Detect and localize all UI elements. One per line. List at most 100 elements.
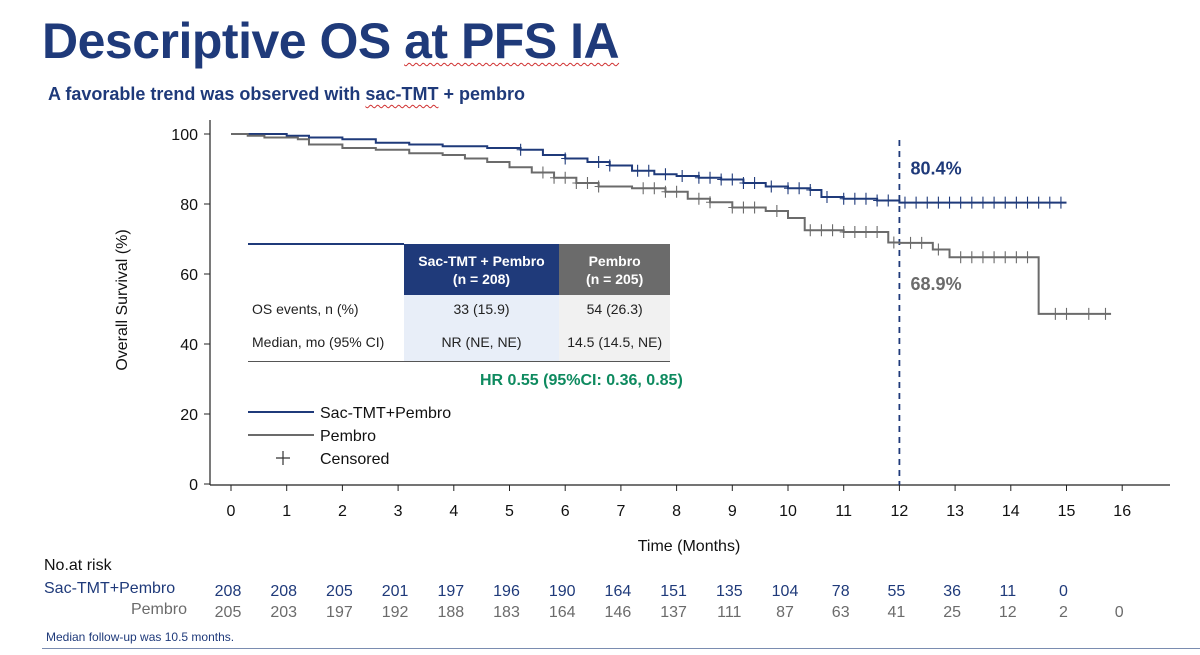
censor-mark-0 <box>822 191 831 203</box>
censor-mark-1 <box>850 226 859 238</box>
risk-value: 55 <box>888 583 906 600</box>
censor-mark-1 <box>906 236 915 249</box>
divider <box>42 648 1200 649</box>
table-header-arm1: Sac-TMT + Pembro (n = 208) <box>403 244 560 295</box>
risk-value: 104 <box>772 583 799 600</box>
censor-mark-1 <box>889 236 898 249</box>
risk-value: 25 <box>943 604 961 621</box>
censor-mark-1 <box>661 185 670 198</box>
censor-mark-1 <box>817 224 826 237</box>
censor-mark-1 <box>728 201 737 214</box>
risk-value: 190 <box>549 583 576 600</box>
y-tick-label: 20 <box>180 407 198 424</box>
censor-mark-1 <box>650 182 659 195</box>
page-title: Descriptive OS at PFS IA <box>42 12 620 70</box>
risk-table-header: No.at risk <box>44 557 112 574</box>
censor-mark-1 <box>934 243 943 256</box>
table-row: OS events, n (%) 33 (15.9) 54 (26.3) <box>248 295 670 323</box>
x-tick-label: 2 <box>338 503 347 520</box>
censor-mark-1 <box>672 185 681 198</box>
censor-mark-0 <box>784 182 792 195</box>
table-header-row: Sac-TMT + Pembro (n = 208) Pembro (n = 2… <box>248 243 670 295</box>
risk-value: 2 <box>1059 604 1068 621</box>
hazard-ratio: HR 0.55 (95%CI: 0.36, 0.85) <box>480 372 683 389</box>
censor-mark-0 <box>861 192 870 205</box>
x-tick-label: 14 <box>1002 503 1020 520</box>
risk-row-label-arm1: Sac-TMT+Pembro <box>44 580 176 597</box>
censor-mark-0 <box>873 194 882 207</box>
censor-mark-1 <box>978 251 987 264</box>
censor-mark-1 <box>772 205 781 217</box>
x-axis-label: Time (Months) <box>638 538 741 555</box>
censor-mark-0 <box>605 159 614 172</box>
censor-mark-0 <box>900 196 909 209</box>
x-tick-label: 5 <box>505 503 514 520</box>
risk-value: 197 <box>326 604 353 621</box>
y-tick-label: 100 <box>171 127 198 144</box>
censor-mark-1 <box>1001 251 1010 264</box>
table-row-label: OS events, n (%) <box>248 295 404 323</box>
x-tick-label: 10 <box>779 503 797 520</box>
page-subtitle: A favorable trend was observed with sac-… <box>48 84 525 105</box>
censor-mark-0 <box>1045 196 1054 209</box>
censor-mark-0 <box>795 182 804 195</box>
censor-mark-0 <box>706 171 715 184</box>
risk-value: 164 <box>549 604 576 621</box>
censor-mark-0 <box>678 170 687 182</box>
risk-value: 205 <box>326 583 353 600</box>
censor-mark-0 <box>1023 196 1032 209</box>
censor-mark-1 <box>990 251 999 264</box>
table-header-arm2: Pembro (n = 205) <box>559 244 670 295</box>
risk-value: 0 <box>1115 604 1124 621</box>
censor-mark-0 <box>750 177 759 189</box>
x-tick-label: 13 <box>946 503 964 520</box>
censor-mark-1 <box>572 177 581 189</box>
censor-mark-1 <box>739 201 748 214</box>
risk-value: 201 <box>382 583 409 600</box>
y-axis-label: Overall Survival (%) <box>114 229 131 370</box>
risk-value: 63 <box>832 604 850 621</box>
risk-value: 12 <box>999 604 1017 621</box>
censor-mark-1 <box>806 224 815 237</box>
risk-row-label-arm2: Pembro <box>130 601 187 618</box>
censor-mark-1 <box>1101 307 1110 320</box>
censor-mark-1 <box>1023 251 1032 264</box>
censor-mark-0 <box>1056 196 1065 209</box>
censor-mark-0 <box>644 164 653 177</box>
censor-mark-1 <box>1062 307 1071 320</box>
censor-mark-1 <box>873 226 882 238</box>
censor-mark-0 <box>956 196 965 209</box>
risk-value: 78 <box>832 583 850 600</box>
censor-mark-1 <box>594 180 603 193</box>
title-part: at PFS IA <box>404 13 620 69</box>
table-corner <box>248 243 404 295</box>
censor-mark-0 <box>990 196 999 209</box>
censor-mark-0 <box>516 143 525 156</box>
summary-table: Sac-TMT + Pembro (n = 208) Pembro (n = 2… <box>248 243 670 362</box>
x-tick-label: 16 <box>1113 503 1131 520</box>
censor-mark-1 <box>861 226 870 238</box>
risk-value: 87 <box>776 604 794 621</box>
censor-mark-1 <box>1084 307 1093 320</box>
table-cell: NR (NE, NE) <box>403 323 560 361</box>
censor-mark-0 <box>839 192 848 205</box>
risk-value: 188 <box>437 604 464 621</box>
footnote: Median follow-up was 10.5 months. <box>46 630 235 644</box>
censor-mark-0 <box>594 156 603 168</box>
x-tick-label: 12 <box>891 503 909 520</box>
risk-value: 0 <box>1059 583 1068 600</box>
censor-mark-1 <box>550 171 559 184</box>
x-tick-label: 4 <box>449 503 458 520</box>
subtitle-part: + pembro <box>438 84 525 104</box>
censor-mark-1 <box>583 177 592 189</box>
x-tick-label: 7 <box>616 503 625 520</box>
risk-value: 196 <box>493 583 520 600</box>
x-tick-label: 9 <box>728 503 737 520</box>
header-text: Pembro (n = 205) <box>586 252 644 287</box>
table-cell: 14.5 (14.5, NE) <box>559 323 670 361</box>
annotation-label: 68.9% <box>911 274 962 294</box>
censor-mark-0 <box>717 173 726 186</box>
y-tick-label: 60 <box>180 267 198 284</box>
x-tick-label: 11 <box>835 503 852 520</box>
